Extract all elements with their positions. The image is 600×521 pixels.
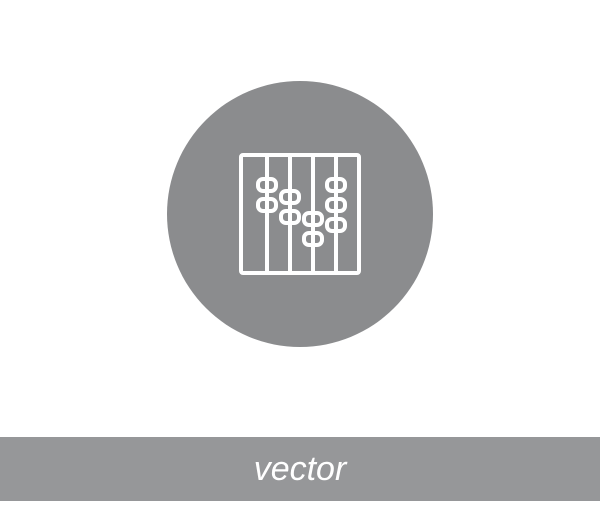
footer-label: vector (254, 450, 347, 489)
icon-preview-canvas: vector (0, 0, 600, 521)
abacus-icon (235, 149, 365, 279)
footer-bar: vector (0, 437, 600, 501)
